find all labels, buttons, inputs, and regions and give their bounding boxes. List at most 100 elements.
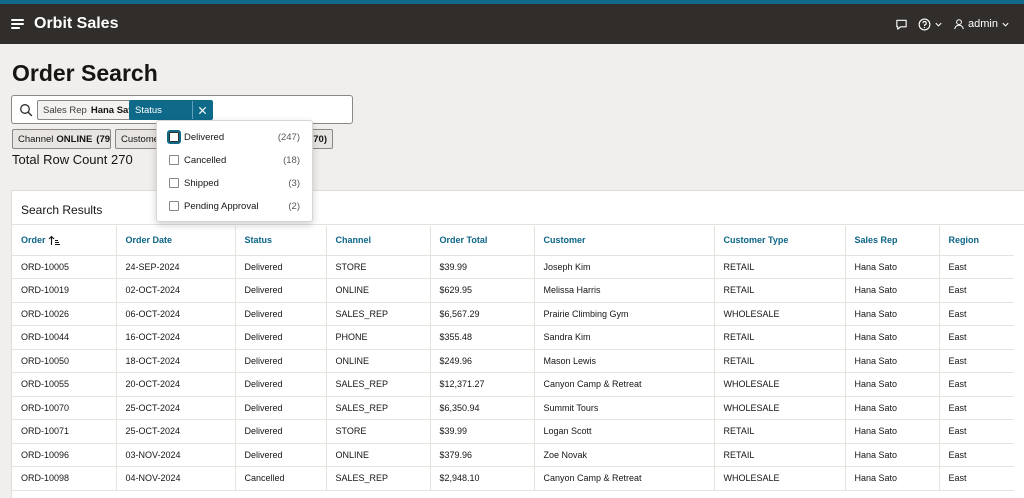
status-filter-dropdown: Delivered (247) Cancelled (18) Shipped (…	[156, 120, 313, 222]
table-row[interactable]: ORD-10071 25-OCT-2024 Delivered STORE $39.99…	[12, 419, 1014, 444]
table-row[interactable]: ORD-10019 02-OCT-2024 Delivered ONLINE $629.…	[12, 278, 1014, 303]
status-option-delivered[interactable]: Delivered (247)	[157, 127, 312, 147]
option-count: (3)	[288, 177, 300, 189]
col-sales-rep-cell: Hana Sato	[845, 325, 940, 350]
chat-icon[interactable]	[895, 14, 908, 34]
col-customer-cell: Melissa Harris	[534, 278, 715, 303]
app-title[interactable]: Orbit Sales	[34, 15, 119, 32]
col-order-cell: ORD-10050	[12, 349, 117, 373]
checkbox[interactable]	[169, 201, 179, 211]
col-status-cell: Delivered	[235, 372, 327, 397]
column-label: Sales Rep	[854, 235, 898, 246]
status-option-pending-approval[interactable]: Pending Approval (2)	[157, 196, 312, 216]
checkbox[interactable]	[167, 130, 181, 144]
table-row[interactable]: ORD-10098 04-NOV-2024 Cancelled SALES_REP $2…	[12, 466, 1014, 491]
col-customer-cell: Canyon Camp & Retreat	[534, 466, 715, 491]
user-name: admin	[968, 18, 998, 30]
col-customer-type-header[interactable]: Customer Type	[714, 226, 846, 256]
col-order-cell: ORD-10071	[12, 419, 117, 444]
checkbox[interactable]	[169, 155, 179, 165]
col-order-date-cell: 16-OCT-2024	[116, 325, 236, 350]
option-label: Pending Approval	[184, 200, 259, 212]
sort-ascending-icon[interactable]	[48, 235, 60, 246]
col-customer-cell: Logan Scott	[534, 419, 715, 444]
col-customer-type-cell: WHOLESALE	[714, 372, 846, 397]
col-customer-header[interactable]: Customer	[534, 226, 715, 256]
table-row[interactable]: ORD-10055 20-OCT-2024 Delivered SALES_REP $1…	[12, 372, 1014, 397]
table-row[interactable]: ORD-10044 16-OCT-2024 Delivered PHONE $355.4…	[12, 325, 1014, 350]
col-sales-rep-header[interactable]: Sales Rep	[845, 226, 940, 256]
col-order-date-cell: 24-SEP-2024	[116, 255, 236, 279]
col-order-total-header[interactable]: Order Total	[430, 226, 535, 256]
col-status-header[interactable]: Status	[235, 226, 327, 256]
col-order-date-header[interactable]: Order Date	[116, 226, 236, 256]
col-channel-cell: SALES_REP	[326, 466, 431, 491]
menu-icon[interactable]	[11, 19, 24, 29]
region-header: Search Results	[12, 191, 1024, 225]
filter-chip-status[interactable]: Status	[129, 100, 213, 120]
col-order-cell: ORD-10044	[12, 325, 117, 350]
chip-value: Hana Sato	[90, 104, 138, 116]
status-option-shipped[interactable]: Shipped (3)	[157, 173, 312, 193]
checkbox[interactable]	[169, 178, 179, 188]
col-customer-cell: Mason Lewis	[534, 349, 715, 373]
col-status-cell: Delivered	[235, 419, 327, 444]
status-option-cancelled[interactable]: Cancelled (18)	[157, 150, 312, 170]
col-status-cell: Delivered	[235, 443, 327, 467]
table-row[interactable]: ORD-10026 06-OCT-2024 Delivered SALES_REP $6…	[12, 302, 1014, 326]
col-customer-type-cell: RETAIL	[714, 349, 846, 373]
col-order-cell: ORD-10055	[12, 372, 117, 397]
col-customer-cell: Prairie Climbing Gym	[534, 302, 715, 326]
col-region-cell: East	[939, 349, 1014, 373]
col-order-cell: ORD-10096	[12, 443, 117, 467]
option-label: Shipped	[184, 177, 219, 189]
col-order-cell: ORD-10005	[12, 255, 117, 279]
user-icon	[954, 19, 964, 30]
col-order-total-cell: $12,371.27	[430, 372, 535, 397]
col-status-cell: Delivered	[235, 396, 327, 420]
col-region-cell: East	[939, 372, 1014, 397]
col-sales-rep-cell: Hana Sato	[845, 372, 940, 397]
col-sales-rep-cell: Hana Sato	[845, 396, 940, 420]
option-count: (247)	[277, 131, 300, 143]
col-region-cell: East	[939, 419, 1014, 444]
col-order-date-cell: 04-NOV-2024	[116, 466, 236, 491]
close-icon	[198, 106, 207, 114]
col-order-cell: ORD-10098	[12, 466, 117, 491]
column-label: Order	[21, 234, 46, 245]
table-row[interactable]: ORD-10050 18-OCT-2024 Delivered ONLINE $249.…	[12, 349, 1014, 373]
col-order-date-cell: 02-OCT-2024	[116, 278, 236, 303]
col-channel-cell: PHONE	[326, 325, 431, 350]
user-menu[interactable]: admin	[953, 14, 1010, 34]
col-order-header[interactable]: Order	[12, 226, 117, 256]
col-customer-type-cell: WHOLESALE	[714, 396, 846, 420]
col-sales-rep-cell: Hana Sato	[845, 302, 940, 326]
column-label: Order Date	[125, 235, 173, 246]
column-label: Customer Type	[723, 235, 789, 246]
col-customer-type-cell: WHOLESALE	[714, 466, 846, 491]
option-label: Delivered	[184, 131, 225, 143]
table-header-row: Order Order Date Status Channel Order Total C…	[12, 226, 1014, 256]
brand-stripe	[0, 0, 1024, 4]
remove-filter-button[interactable]	[192, 101, 212, 119]
col-channel-cell: ONLINE	[326, 349, 431, 373]
total-row-count: Total Row Count 270	[12, 152, 133, 167]
facet-label: Custome	[121, 133, 160, 145]
col-region-cell: East	[939, 325, 1014, 350]
col-customer-type-cell: RETAIL	[714, 443, 846, 467]
col-region-cell: East	[939, 255, 1014, 279]
option-count: (2)	[288, 200, 300, 212]
col-region-cell: East	[939, 443, 1014, 467]
help-menu[interactable]	[918, 14, 943, 34]
option-label: Cancelled	[184, 154, 227, 166]
facet-channel[interactable]: Channel ONLINE (79)	[12, 129, 111, 149]
col-channel-header[interactable]: Channel	[326, 226, 431, 256]
col-order-date-cell: 06-OCT-2024	[116, 302, 236, 326]
table-row[interactable]: ORD-10096 03-NOV-2024 Delivered ONLINE $379.…	[12, 443, 1014, 467]
col-customer-type-cell: RETAIL	[714, 255, 846, 279]
col-region-header[interactable]: Region	[939, 226, 1014, 256]
table-row[interactable]: ORD-10070 25-OCT-2024 Delivered SALES_REP $6…	[12, 396, 1014, 420]
col-region-cell: East	[939, 466, 1014, 491]
chip-label: Status	[135, 104, 162, 116]
table-row[interactable]: ORD-10005 24-SEP-2024 Delivered STORE $39.99…	[12, 255, 1014, 279]
